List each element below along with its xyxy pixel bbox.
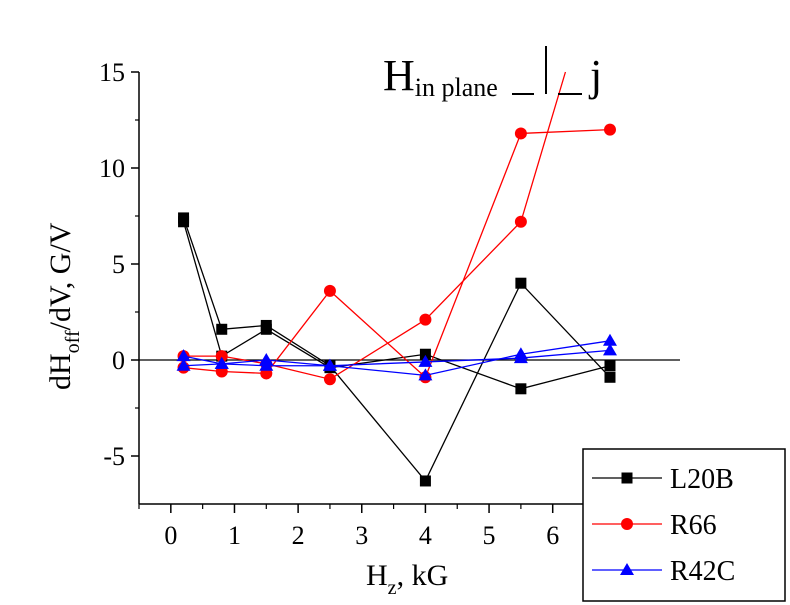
series-group	[176, 71, 617, 487]
data-point	[418, 354, 433, 367]
x-tick-label: 1	[228, 521, 241, 550]
x-tick-label: 2	[292, 521, 305, 550]
series-r42c	[176, 333, 617, 381]
axes	[138, 72, 680, 505]
legend-marker	[620, 563, 634, 575]
y-tick-label: 10	[99, 154, 125, 183]
data-point	[260, 323, 272, 335]
data-point	[419, 348, 431, 360]
data-point	[215, 350, 228, 363]
data-point	[322, 358, 337, 371]
data-point	[514, 215, 527, 228]
series-line	[182, 221, 611, 390]
data-point	[176, 358, 191, 371]
y-tick-label: 0	[112, 346, 125, 375]
data-point	[419, 313, 432, 326]
data-point	[602, 343, 617, 356]
svg-text:Hin plane: Hin plane	[383, 51, 498, 102]
data-point	[214, 356, 229, 369]
legend-label: L20B	[670, 464, 734, 495]
data-point	[176, 349, 191, 362]
data-point	[259, 358, 274, 371]
legend-label: R42C	[670, 556, 735, 587]
y-tick-label: 5	[112, 250, 125, 279]
data-point	[323, 373, 336, 386]
data-point	[515, 383, 527, 395]
data-point	[604, 360, 616, 372]
legend: L20B R66 R42C	[582, 448, 786, 602]
x-tick-label: 3	[355, 521, 368, 550]
series-r66	[177, 71, 616, 386]
svg-text:Hz, kG: Hz, kG	[366, 559, 448, 599]
y-tick-label: 15	[99, 58, 125, 87]
svg-text:dHoff/dV, G/V: dHoff/dV, G/V	[44, 222, 84, 390]
annotation: Hin plane j	[383, 46, 602, 102]
legend-marker	[621, 472, 633, 484]
data-point	[604, 371, 616, 383]
legend-label: R66	[670, 510, 717, 541]
data-point	[323, 284, 336, 297]
y-tick-label: -5	[103, 442, 125, 471]
data-point	[513, 351, 528, 364]
x-tick-label: 5	[483, 521, 496, 550]
annotation-sub: in plane	[415, 73, 498, 102]
data-point	[178, 216, 190, 228]
x-tick-label: 0	[164, 521, 177, 550]
annotation-tail: j	[588, 51, 602, 100]
data-point	[216, 323, 228, 335]
data-point	[603, 123, 616, 136]
ticks: -5 0 5 10 15 0 1 2 3 4 5 6	[99, 58, 586, 550]
legend-marker	[621, 518, 633, 530]
x-tick-label: 4	[419, 521, 432, 550]
x-tick-label: 6	[546, 521, 559, 550]
data-point	[515, 277, 527, 289]
data-point	[419, 475, 431, 487]
data-point	[602, 333, 617, 346]
data-point	[418, 368, 433, 381]
annotation-main: H	[383, 51, 415, 100]
y-axis-title: dHoff/dV, G/V	[44, 222, 84, 390]
series-line	[183, 71, 567, 380]
data-point	[514, 127, 527, 140]
legend-box	[582, 448, 786, 602]
x-axis-title: Hz, kG	[366, 559, 448, 599]
series-line	[182, 217, 611, 483]
